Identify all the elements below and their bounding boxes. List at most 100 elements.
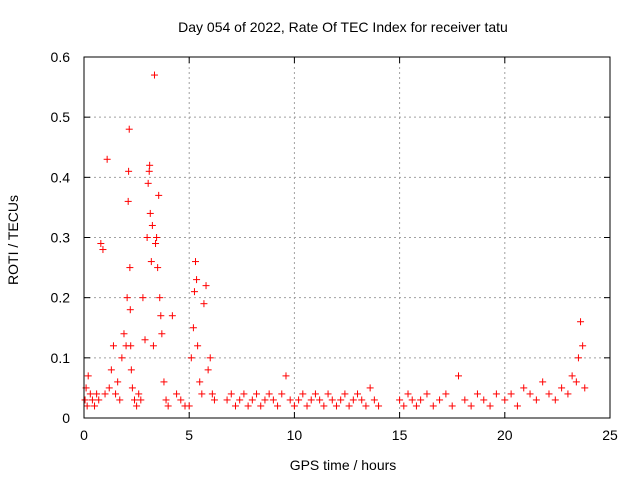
data-point	[125, 167, 133, 175]
data-point	[581, 384, 589, 392]
data-point	[240, 390, 248, 398]
data-point	[311, 390, 319, 398]
data-point	[513, 402, 521, 410]
data-point	[145, 167, 153, 175]
data-point	[526, 390, 534, 398]
data-point	[133, 402, 141, 410]
data-point	[539, 378, 547, 386]
data-point	[86, 390, 94, 398]
data-point	[320, 402, 328, 410]
data-point	[130, 396, 138, 404]
data-points	[81, 71, 589, 410]
data-point	[486, 402, 494, 410]
data-point	[551, 396, 559, 404]
data-point	[208, 390, 216, 398]
data-point	[345, 402, 353, 410]
data-point	[150, 71, 158, 79]
data-point	[112, 390, 120, 398]
y-tick-label: 0.3	[51, 230, 71, 246]
data-point	[282, 372, 290, 380]
y-axis-label: ROTI / TECUs	[5, 195, 21, 285]
data-point	[227, 390, 235, 398]
x-tick-label: 10	[287, 427, 303, 443]
data-point	[116, 396, 124, 404]
data-point	[107, 366, 115, 374]
data-point	[190, 288, 198, 296]
data-point	[162, 396, 170, 404]
data-point	[156, 294, 164, 302]
data-point	[366, 384, 374, 392]
data-point	[244, 402, 252, 410]
data-point	[135, 390, 143, 398]
data-point	[375, 402, 383, 410]
data-point	[290, 402, 298, 410]
data-point	[81, 396, 89, 404]
data-point	[501, 396, 509, 404]
data-point	[269, 396, 277, 404]
data-point	[568, 372, 576, 380]
data-point	[545, 390, 553, 398]
data-point	[157, 312, 165, 320]
data-point	[303, 402, 311, 410]
data-point	[299, 390, 307, 398]
data-point	[155, 191, 163, 199]
x-tick-label: 15	[392, 427, 408, 443]
axis-ticks: 0 5 10 15 20 25 0 0.1 0.2 0.3 0.4 0.5 0.6	[51, 49, 618, 443]
x-tick-label: 5	[185, 427, 193, 443]
data-point	[253, 390, 261, 398]
data-point	[354, 390, 362, 398]
data-point	[417, 396, 425, 404]
data-point	[146, 209, 154, 217]
data-point	[124, 197, 132, 205]
data-point	[278, 390, 286, 398]
data-point	[274, 402, 282, 410]
data-point	[139, 294, 147, 302]
data-point	[473, 390, 481, 398]
data-point	[579, 342, 587, 350]
data-point	[118, 354, 126, 362]
data-point	[114, 378, 122, 386]
data-point	[148, 221, 156, 229]
data-point	[204, 366, 212, 374]
data-point	[109, 342, 117, 350]
data-point	[467, 402, 475, 410]
data-point	[126, 306, 134, 314]
data-point	[193, 276, 201, 284]
data-point	[532, 396, 540, 404]
data-point	[480, 396, 488, 404]
data-point	[564, 390, 572, 398]
data-point	[261, 396, 269, 404]
data-point	[265, 390, 273, 398]
data-point	[448, 402, 456, 410]
data-point	[337, 396, 345, 404]
data-point	[192, 258, 200, 266]
data-point	[223, 396, 231, 404]
data-point	[286, 396, 294, 404]
data-point	[404, 390, 412, 398]
data-point	[577, 318, 585, 326]
x-tick-label: 0	[80, 427, 88, 443]
data-point	[177, 396, 185, 404]
data-point	[152, 240, 160, 248]
y-tick-label: 0	[62, 410, 70, 426]
data-point	[202, 282, 210, 290]
data-point	[101, 390, 109, 398]
data-point	[455, 372, 463, 380]
data-point	[141, 336, 149, 344]
data-point	[362, 402, 370, 410]
data-point	[257, 402, 265, 410]
x-tick-label: 20	[497, 427, 513, 443]
y-tick-label: 0.5	[51, 109, 71, 125]
data-point	[83, 402, 91, 410]
data-point	[328, 396, 336, 404]
data-point	[492, 390, 500, 398]
data-point	[164, 402, 172, 410]
data-point	[128, 384, 136, 392]
data-point	[187, 354, 195, 362]
data-point	[436, 396, 444, 404]
data-point	[185, 402, 193, 410]
data-point	[236, 396, 244, 404]
data-point	[572, 378, 580, 386]
data-point	[91, 402, 99, 410]
